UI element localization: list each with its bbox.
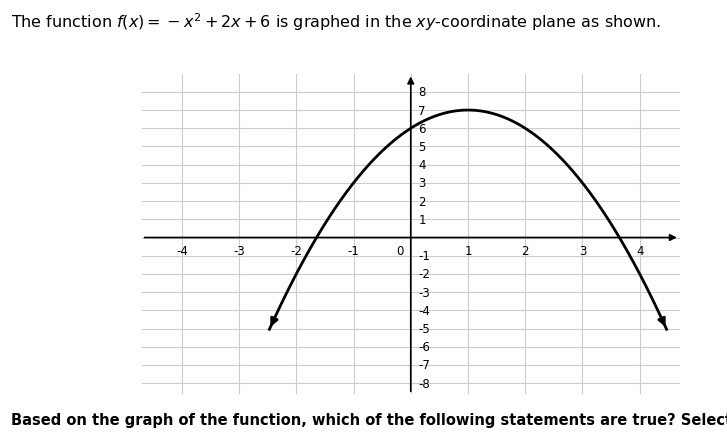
Text: -3: -3 bbox=[418, 286, 430, 299]
Text: -4: -4 bbox=[176, 245, 188, 258]
Text: 7: 7 bbox=[418, 104, 426, 117]
Text: Based on the graph of the function, which of the following statements are true? : Based on the graph of the function, whic… bbox=[11, 412, 727, 427]
Text: 3: 3 bbox=[418, 177, 425, 190]
Text: -6: -6 bbox=[418, 340, 430, 353]
Text: -2: -2 bbox=[418, 268, 430, 281]
Text: 4: 4 bbox=[636, 245, 643, 258]
Text: -7: -7 bbox=[418, 359, 430, 371]
Text: 1: 1 bbox=[465, 245, 472, 258]
Text: -2: -2 bbox=[290, 245, 302, 258]
Text: 1: 1 bbox=[418, 213, 426, 226]
Text: 8: 8 bbox=[418, 86, 425, 99]
Text: -4: -4 bbox=[418, 304, 430, 317]
Text: -5: -5 bbox=[418, 322, 430, 335]
Text: 4: 4 bbox=[418, 159, 426, 172]
Text: 3: 3 bbox=[579, 245, 586, 258]
Text: 0: 0 bbox=[396, 245, 403, 258]
Text: -1: -1 bbox=[418, 250, 430, 263]
Text: The function $f(x) = -x^2 + 2x + 6$ is graphed in the $xy$-coordinate plane as s: The function $f(x) = -x^2 + 2x + 6$ is g… bbox=[11, 11, 661, 32]
Text: 2: 2 bbox=[521, 245, 529, 258]
Text: 5: 5 bbox=[418, 141, 425, 154]
Text: -3: -3 bbox=[233, 245, 245, 258]
Text: -8: -8 bbox=[418, 377, 430, 390]
Text: 2: 2 bbox=[418, 195, 426, 208]
Text: -1: -1 bbox=[348, 245, 359, 258]
Text: 6: 6 bbox=[418, 123, 426, 135]
